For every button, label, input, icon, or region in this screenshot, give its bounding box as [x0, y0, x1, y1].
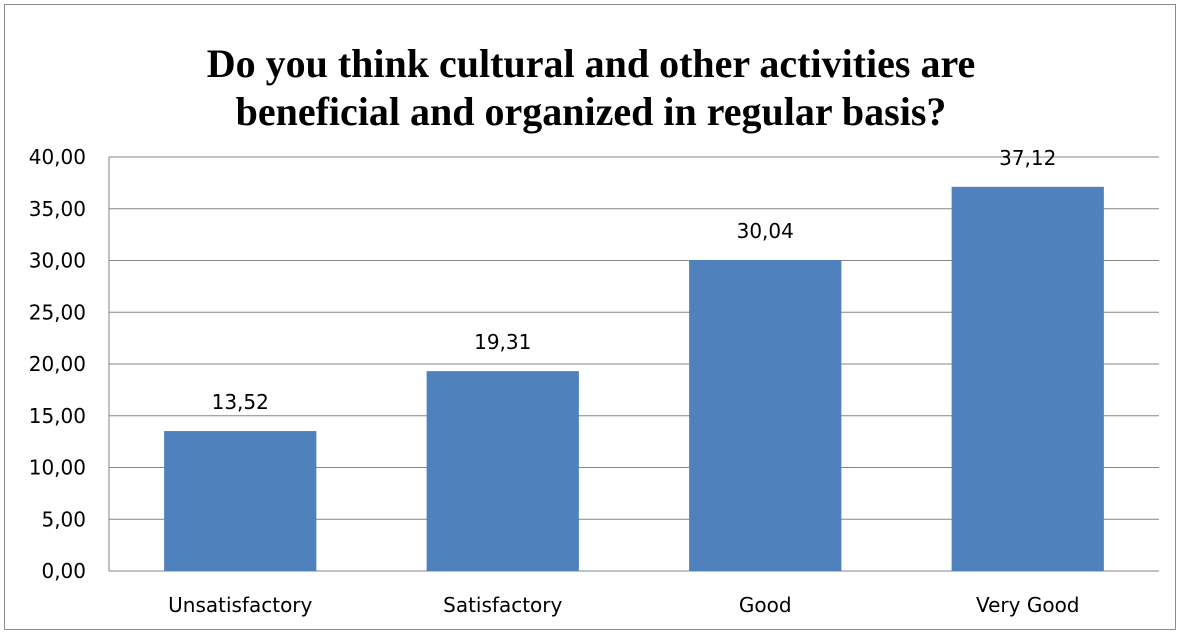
y-tick-label: 35,00 [29, 197, 86, 221]
category-label: Satisfactory [443, 593, 562, 617]
bar [426, 371, 579, 571]
y-tick-label: 40,00 [29, 145, 86, 169]
y-tick-label: 15,00 [29, 404, 86, 428]
data-label: 19,31 [474, 330, 531, 354]
chart-title: Do you think cultural and other activiti… [206, 41, 976, 134]
data-label: 30,04 [737, 219, 794, 243]
data-label: 13,52 [212, 390, 269, 414]
y-tick-label: 5,00 [41, 507, 86, 531]
data-label: 37,12 [999, 146, 1056, 170]
bar [951, 186, 1104, 572]
y-tick-label: 0,00 [41, 559, 86, 583]
y-tick-label: 10,00 [29, 456, 86, 480]
y-tick-label: 20,00 [29, 352, 86, 376]
bar [164, 431, 317, 571]
category-label: Very Good [976, 593, 1080, 617]
category-label: Unsatisfactory [168, 593, 312, 617]
category-label: Good [739, 593, 792, 617]
y-tick-label: 25,00 [29, 300, 86, 324]
bar [689, 260, 842, 571]
y-tick-label: 30,00 [29, 249, 86, 273]
